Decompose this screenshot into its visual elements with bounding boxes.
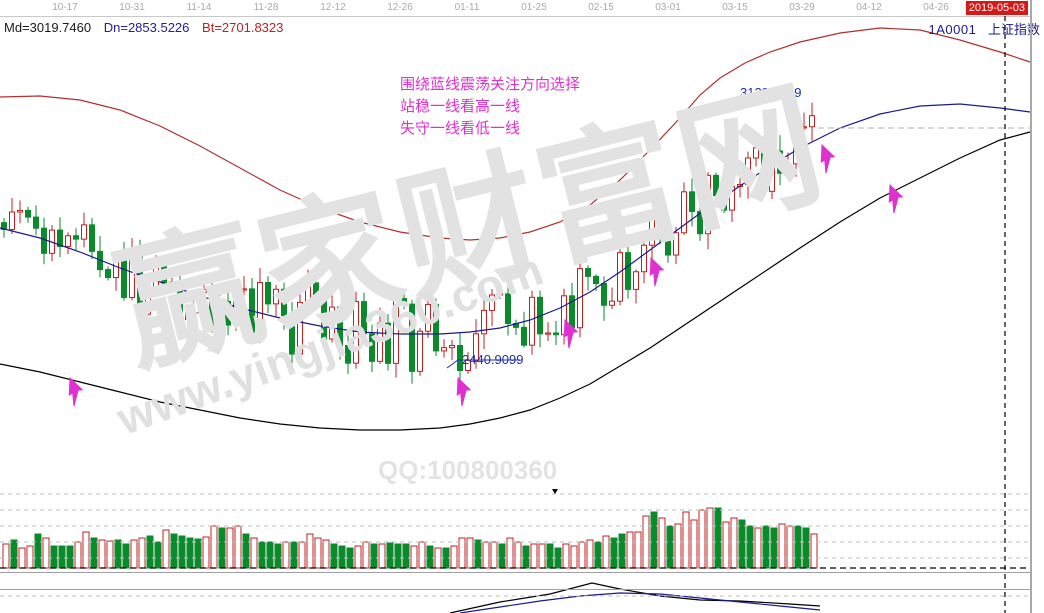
annotation-line-3: 失守一线看低一线 bbox=[400, 120, 521, 137]
date-tick: 01-11 bbox=[454, 2, 480, 13]
date-tick: 12-26 bbox=[387, 2, 413, 13]
macd-panel-separator bbox=[0, 589, 1030, 590]
band-upper_band bbox=[0, 27, 1031, 241]
date-tick: 02-15 bbox=[588, 2, 614, 13]
date-tick: 04-26 bbox=[923, 2, 949, 13]
date-tick: 10-17 bbox=[52, 2, 78, 13]
volume-series bbox=[2, 507, 818, 569]
symbol-header: 1A0001 上证指数 bbox=[929, 19, 1040, 38]
date-axis: 10-17 10-31 11-14 11-28 12-12 12-26 01-11 01-25… bbox=[0, 0, 1030, 16]
volume-panel-separator bbox=[0, 572, 1030, 573]
readout-md: Md=3019.7460 bbox=[4, 20, 92, 35]
readout-bt: Bt=2701.8323 bbox=[202, 20, 284, 35]
date-tick: 10-31 bbox=[119, 2, 145, 13]
band-middle_band bbox=[0, 103, 1031, 335]
chart-annotation-text: 围绕蓝线震荡关注方向选择 站稳一线看高一线 失守一线看低一线 bbox=[400, 74, 580, 140]
macd-diff bbox=[449, 582, 821, 613]
symbol-code: 1A0001 bbox=[928, 22, 977, 37]
arrow-marker-icon bbox=[649, 256, 665, 287]
date-tick: 11-28 bbox=[253, 2, 279, 13]
date-tick: 03-01 bbox=[655, 2, 681, 13]
arrow-marker-icon bbox=[820, 143, 836, 174]
arrow-marker-icon bbox=[456, 376, 472, 407]
annotation-line-1: 围绕蓝线震荡关注方向选择 bbox=[400, 76, 581, 93]
axis-separator-line bbox=[0, 16, 1030, 17]
date-tick: 04-12 bbox=[856, 2, 882, 13]
magenta-arrow-markers bbox=[68, 143, 904, 407]
date-tick: 12-12 bbox=[320, 2, 346, 13]
symbol-name: 上证指数 bbox=[987, 22, 1040, 37]
arrow-marker-icon bbox=[888, 183, 904, 214]
readout-dn: Dn=2853.5226 bbox=[103, 20, 190, 35]
band-lower_band bbox=[0, 131, 1031, 431]
date-tick: 01-25 bbox=[521, 2, 547, 13]
macd-dea bbox=[459, 592, 821, 613]
watermark-qq: QQ:100800360 bbox=[378, 455, 558, 485]
indicator-readout: Md=3019.7460 Dn=2853.5226 Bt=2701.8323 bbox=[4, 20, 292, 35]
volume-marker-triangle-icon bbox=[552, 489, 558, 494]
date-tick: 11-14 bbox=[186, 2, 212, 13]
price-label-high: 3129.9399 bbox=[740, 85, 802, 100]
date-tick: 03-15 bbox=[722, 2, 748, 13]
price-label-low: 2440.9099 bbox=[462, 352, 524, 367]
price-label-leader bbox=[446, 359, 520, 369]
arrow-marker-icon bbox=[563, 318, 579, 349]
annotation-line-2: 站稳一线看高一线 bbox=[400, 98, 521, 115]
date-tick: 03-29 bbox=[789, 2, 815, 13]
quote-date-badge: 2019-05-03 bbox=[965, 1, 1028, 15]
arrow-marker-icon bbox=[68, 376, 84, 407]
right-scrollbar[interactable] bbox=[1030, 0, 1032, 613]
